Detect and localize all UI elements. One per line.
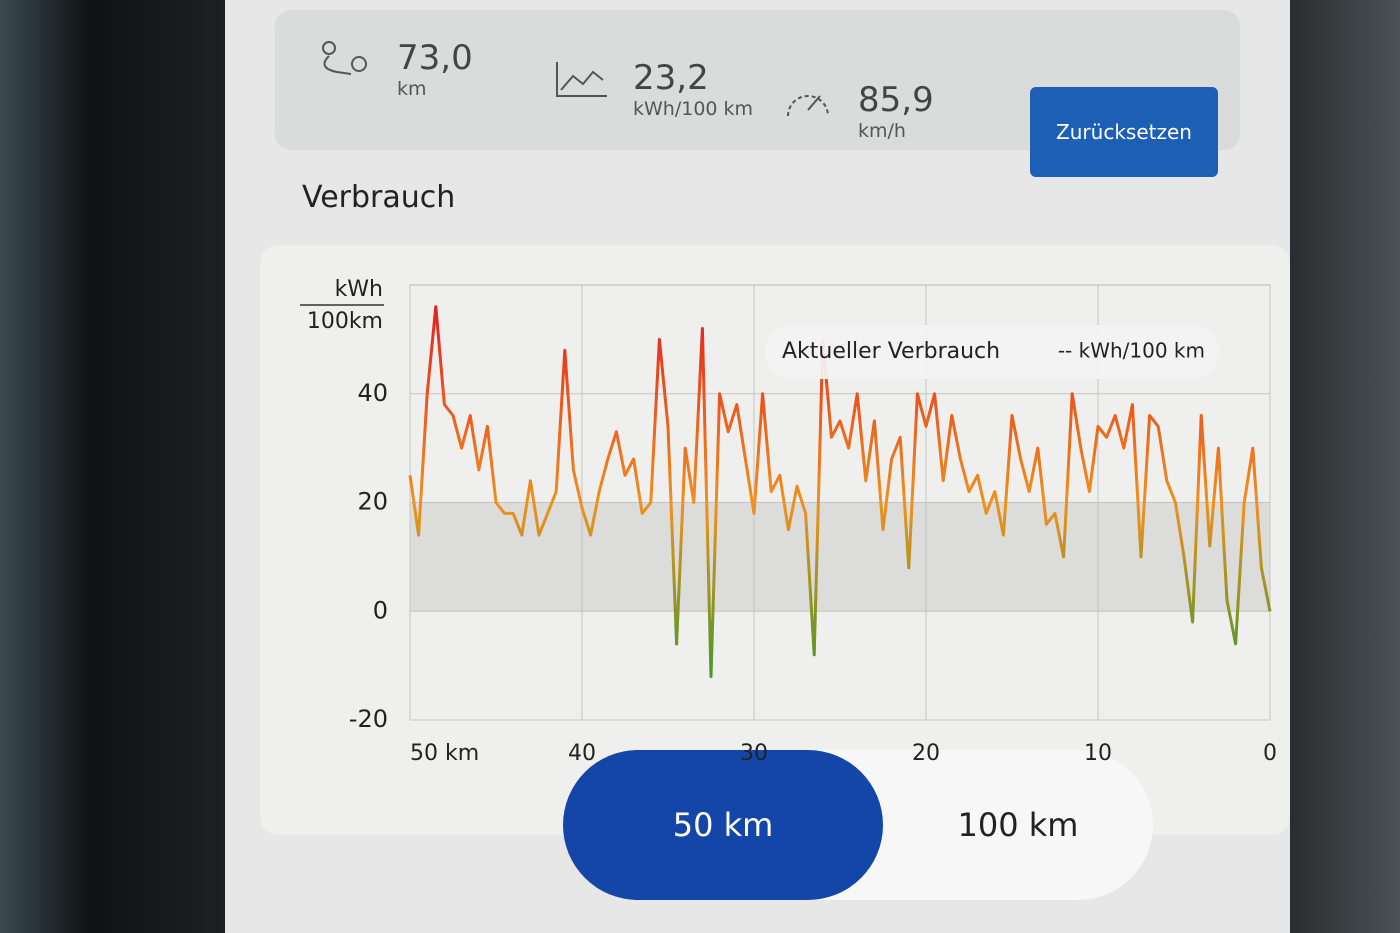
- y-tick-label: 0: [373, 596, 388, 624]
- x-tick-label: 50 km: [410, 741, 479, 766]
- stat-distance: 73,0 km: [322, 38, 473, 100]
- range-toggle: 50 km 100 km: [563, 750, 1153, 900]
- bezel-left: [0, 0, 225, 933]
- stat-speed: 85,9 km/h: [787, 80, 934, 142]
- tooltip-value: -- kWh/100 km: [1058, 339, 1205, 363]
- consumption-line: [408, 305, 1272, 678]
- stat-unit: kWh/100 km: [633, 98, 754, 120]
- x-tick-label: 20: [912, 741, 940, 766]
- distance-icon: [322, 41, 367, 75]
- x-tick-label: 10: [1084, 741, 1112, 766]
- x-tick-label: 0: [1263, 741, 1277, 766]
- tooltip-box: [765, 325, 1220, 379]
- range-option[interactable]: 50 km: [563, 750, 883, 900]
- stat-value: 85,9: [858, 80, 934, 120]
- stat-value: 23,2: [633, 58, 709, 98]
- x-tick-label: 40: [568, 741, 596, 766]
- highlight-band: [410, 502, 1270, 612]
- stat-consumption: 23,2 kWh/100 km: [556, 58, 754, 120]
- tooltip-label: Aktueller Verbrauch: [782, 339, 1000, 364]
- y-unit-top: kWh: [335, 277, 383, 302]
- section-title: Verbrauch: [302, 180, 456, 215]
- reset-button[interactable]: Zurücksetzen: [1030, 87, 1218, 177]
- y-tick-label: -20: [349, 705, 388, 733]
- y-unit-bottom: 100km: [307, 309, 383, 334]
- y-tick-label: 20: [357, 488, 388, 516]
- consumption-icon: [556, 62, 607, 97]
- speed-icon: [787, 95, 829, 117]
- range-option[interactable]: 100 km: [957, 806, 1079, 844]
- y-tick-label: 40: [357, 379, 388, 407]
- stat-unit: km/h: [858, 120, 906, 142]
- x-tick-label: 30: [740, 741, 768, 766]
- stat-unit: km: [397, 78, 427, 100]
- stat-value: 73,0: [397, 38, 473, 78]
- bezel-right: [1290, 0, 1400, 933]
